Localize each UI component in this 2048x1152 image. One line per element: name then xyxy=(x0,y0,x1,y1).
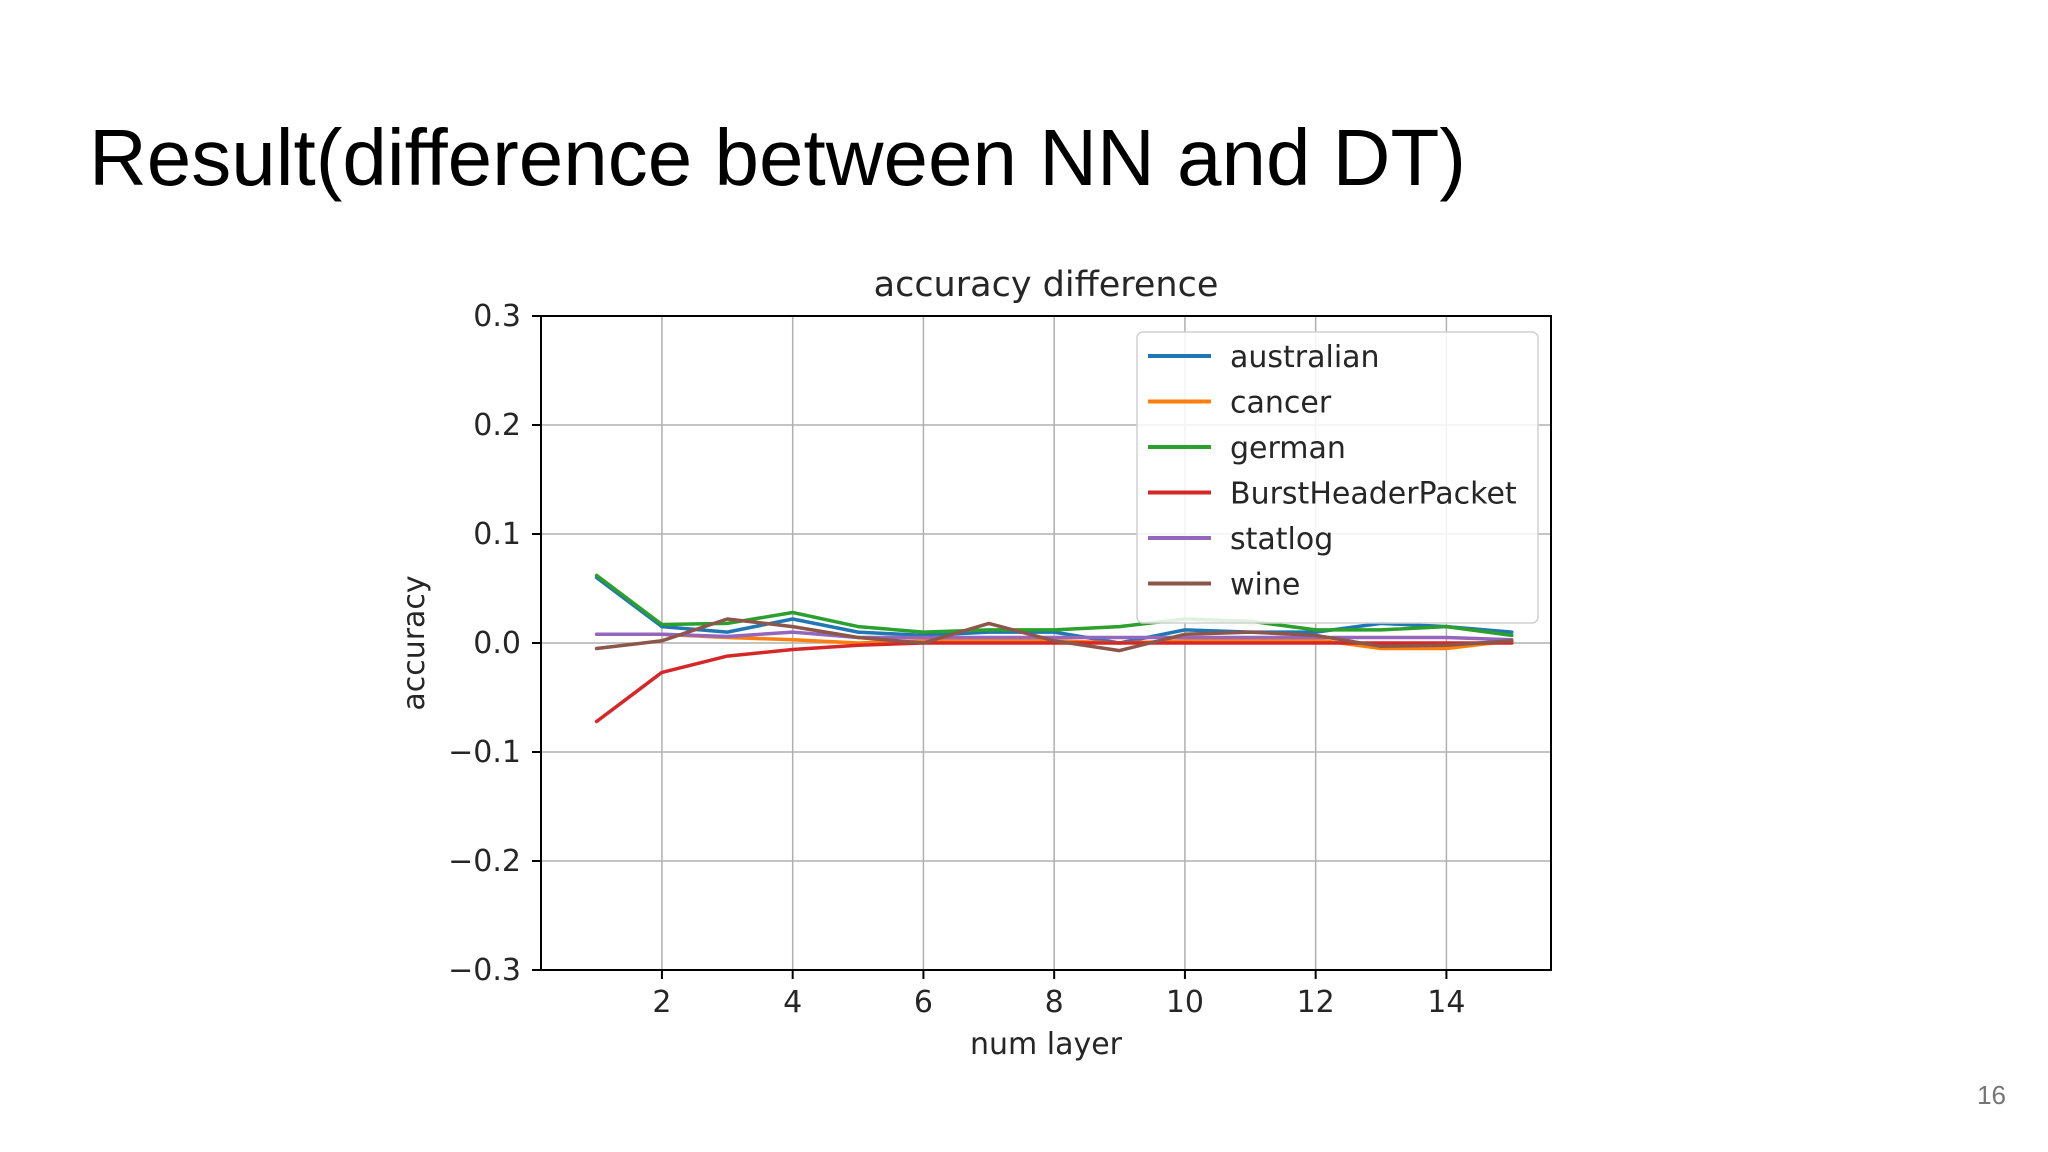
legend-box xyxy=(1136,331,1539,624)
series-line-german xyxy=(594,573,1514,638)
x-tick-label: 4 xyxy=(783,985,802,1020)
series-line-australian xyxy=(594,575,1514,645)
x-tick-label: 12 xyxy=(1297,985,1335,1020)
legend-label-statlog: statlog xyxy=(1230,522,1333,557)
legend-label-burstheaderpacket: BurstHeaderPacket xyxy=(1230,477,1517,512)
y-tick-label: −0.1 xyxy=(448,735,521,770)
y-tick-label: 0.0 xyxy=(473,626,521,661)
page-number: 16 xyxy=(1977,1080,2006,1110)
series-line-statlog xyxy=(594,630,1514,642)
legend-label-german: german xyxy=(1230,431,1346,466)
y-tick-label: −0.3 xyxy=(448,953,521,988)
x-tick-label: 8 xyxy=(1045,985,1064,1020)
legend-label-cancer: cancer xyxy=(1230,386,1332,421)
series-line-wine xyxy=(594,617,1514,653)
legend-label-australian: australian xyxy=(1230,340,1380,375)
y-tick-label: −0.2 xyxy=(448,844,521,879)
y-axis-label: accuracy xyxy=(397,575,432,710)
x-axis-label: num layer xyxy=(970,1027,1123,1062)
chart-title: accuracy difference xyxy=(874,265,1219,305)
x-tick-label: 14 xyxy=(1427,985,1465,1020)
y-tick-label: 0.2 xyxy=(473,408,521,443)
x-tick-label: 6 xyxy=(914,985,933,1020)
chart-series xyxy=(594,573,1514,724)
x-tick-label: 2 xyxy=(652,985,671,1020)
y-tick-label: 0.1 xyxy=(473,517,521,552)
x-tick-label: 10 xyxy=(1166,985,1204,1020)
legend-label-wine: wine xyxy=(1230,568,1300,603)
slide-title: Result(difference between NN and DT) xyxy=(89,113,1466,202)
chart-legend: australian cancer german BurstHeaderPacket s… xyxy=(1136,331,1539,624)
chart-ticks: 2 4 6 8 10 12 14 −0.3 −0.2 −0.1 0.0 0.1 0.2 0.3 xyxy=(448,299,1465,1020)
y-tick-label: 0.3 xyxy=(473,299,521,334)
